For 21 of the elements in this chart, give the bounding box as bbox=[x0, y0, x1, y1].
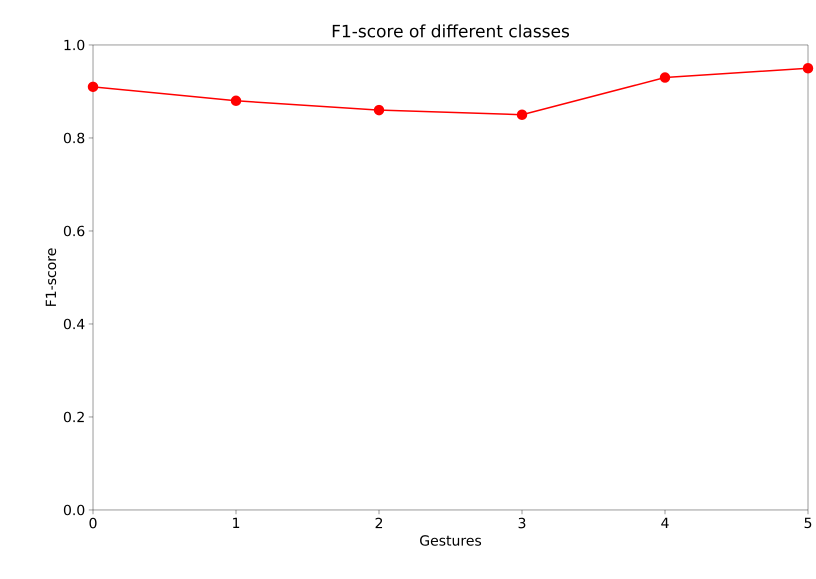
point bbox=[660, 72, 670, 83]
point bbox=[230, 96, 242, 106]
y-tick-label: 0.0 bbox=[64, 504, 84, 516]
y-tick-label: 0.8 bbox=[64, 132, 84, 144]
x-tick-label: 3 bbox=[518, 518, 526, 528]
y-tick-label: 0.2 bbox=[64, 412, 84, 422]
x-axis-title: Gestures bbox=[420, 535, 482, 546]
x-tick-label: 1 bbox=[233, 518, 240, 528]
y-tick-label: 0.4 bbox=[64, 318, 84, 330]
y-tick-label: 0.6 bbox=[64, 226, 84, 236]
y-tick-label: 1.0 bbox=[64, 40, 84, 50]
point bbox=[802, 62, 814, 74]
x-tick-label: 4 bbox=[661, 518, 669, 528]
point bbox=[516, 109, 528, 120]
x-tick-label: 0 bbox=[89, 518, 97, 528]
point bbox=[88, 82, 98, 92]
x-tick-label: 5 bbox=[804, 518, 812, 528]
point bbox=[374, 104, 384, 116]
y-axis-title: F1-score bbox=[46, 248, 56, 306]
chart-title: F1-score of different classes bbox=[332, 24, 570, 38]
x-tick-label: 2 bbox=[376, 518, 382, 528]
